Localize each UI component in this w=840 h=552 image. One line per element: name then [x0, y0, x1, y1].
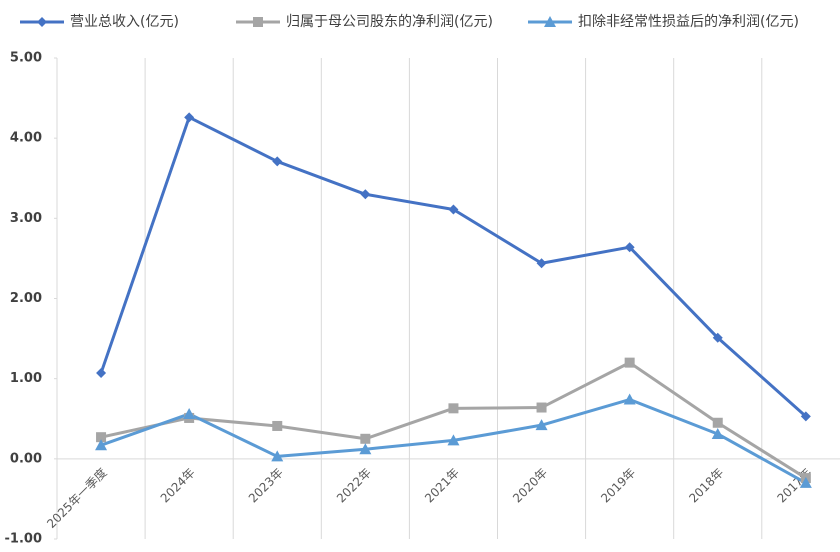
legend-label: 营业总收入(亿元) — [70, 14, 179, 30]
marker — [712, 417, 723, 428]
marker — [37, 17, 47, 27]
marker — [623, 393, 636, 405]
marker — [712, 332, 723, 343]
x-tick-label: 2023年 — [246, 466, 286, 506]
x-tick-label: 2024年 — [158, 466, 198, 506]
series-line — [100, 361, 807, 480]
marker — [711, 427, 724, 439]
marker — [624, 242, 635, 253]
marker — [183, 407, 196, 419]
legend-label: 归属于母公司股东的净利润(亿元) — [286, 13, 493, 30]
x-tick-label: 2020年 — [510, 466, 550, 506]
marker — [447, 434, 460, 446]
marker — [271, 450, 284, 462]
marker — [544, 16, 556, 27]
marker — [799, 476, 812, 488]
y-tick-label: 3.00 — [10, 211, 42, 226]
marker — [448, 403, 459, 414]
marker — [536, 258, 547, 269]
marker — [184, 112, 195, 123]
y-tick-label: 0.00 — [10, 451, 42, 466]
marker — [96, 432, 107, 443]
y-tick-label: -1.00 — [5, 532, 42, 547]
legend-label: 扣除非经常性损益后的净利润(亿元) — [578, 14, 799, 30]
marker — [96, 368, 107, 379]
marker — [360, 433, 371, 444]
marker — [624, 357, 635, 368]
marker — [535, 419, 548, 431]
marker — [272, 156, 283, 167]
x-tick-label: 2019年 — [598, 466, 638, 506]
x-tick-label: 2022年 — [334, 466, 374, 506]
marker — [95, 439, 108, 451]
marker — [800, 411, 811, 422]
series-line — [99, 115, 807, 418]
marker — [448, 204, 459, 215]
marker — [272, 420, 283, 431]
marker — [359, 443, 372, 455]
x-tick-label: 2021年 — [422, 466, 462, 506]
x-tick-label: 2025年一季度 — [43, 465, 109, 531]
y-tick-label: 2.00 — [10, 291, 42, 306]
x-tick-label: 2018年 — [686, 466, 726, 506]
y-tick-label: 4.00 — [10, 131, 42, 146]
marker — [253, 17, 263, 27]
marker — [360, 189, 371, 200]
y-tick-label: 1.00 — [10, 371, 42, 386]
marker — [536, 402, 547, 413]
y-tick-label: 5.00 — [10, 51, 42, 66]
